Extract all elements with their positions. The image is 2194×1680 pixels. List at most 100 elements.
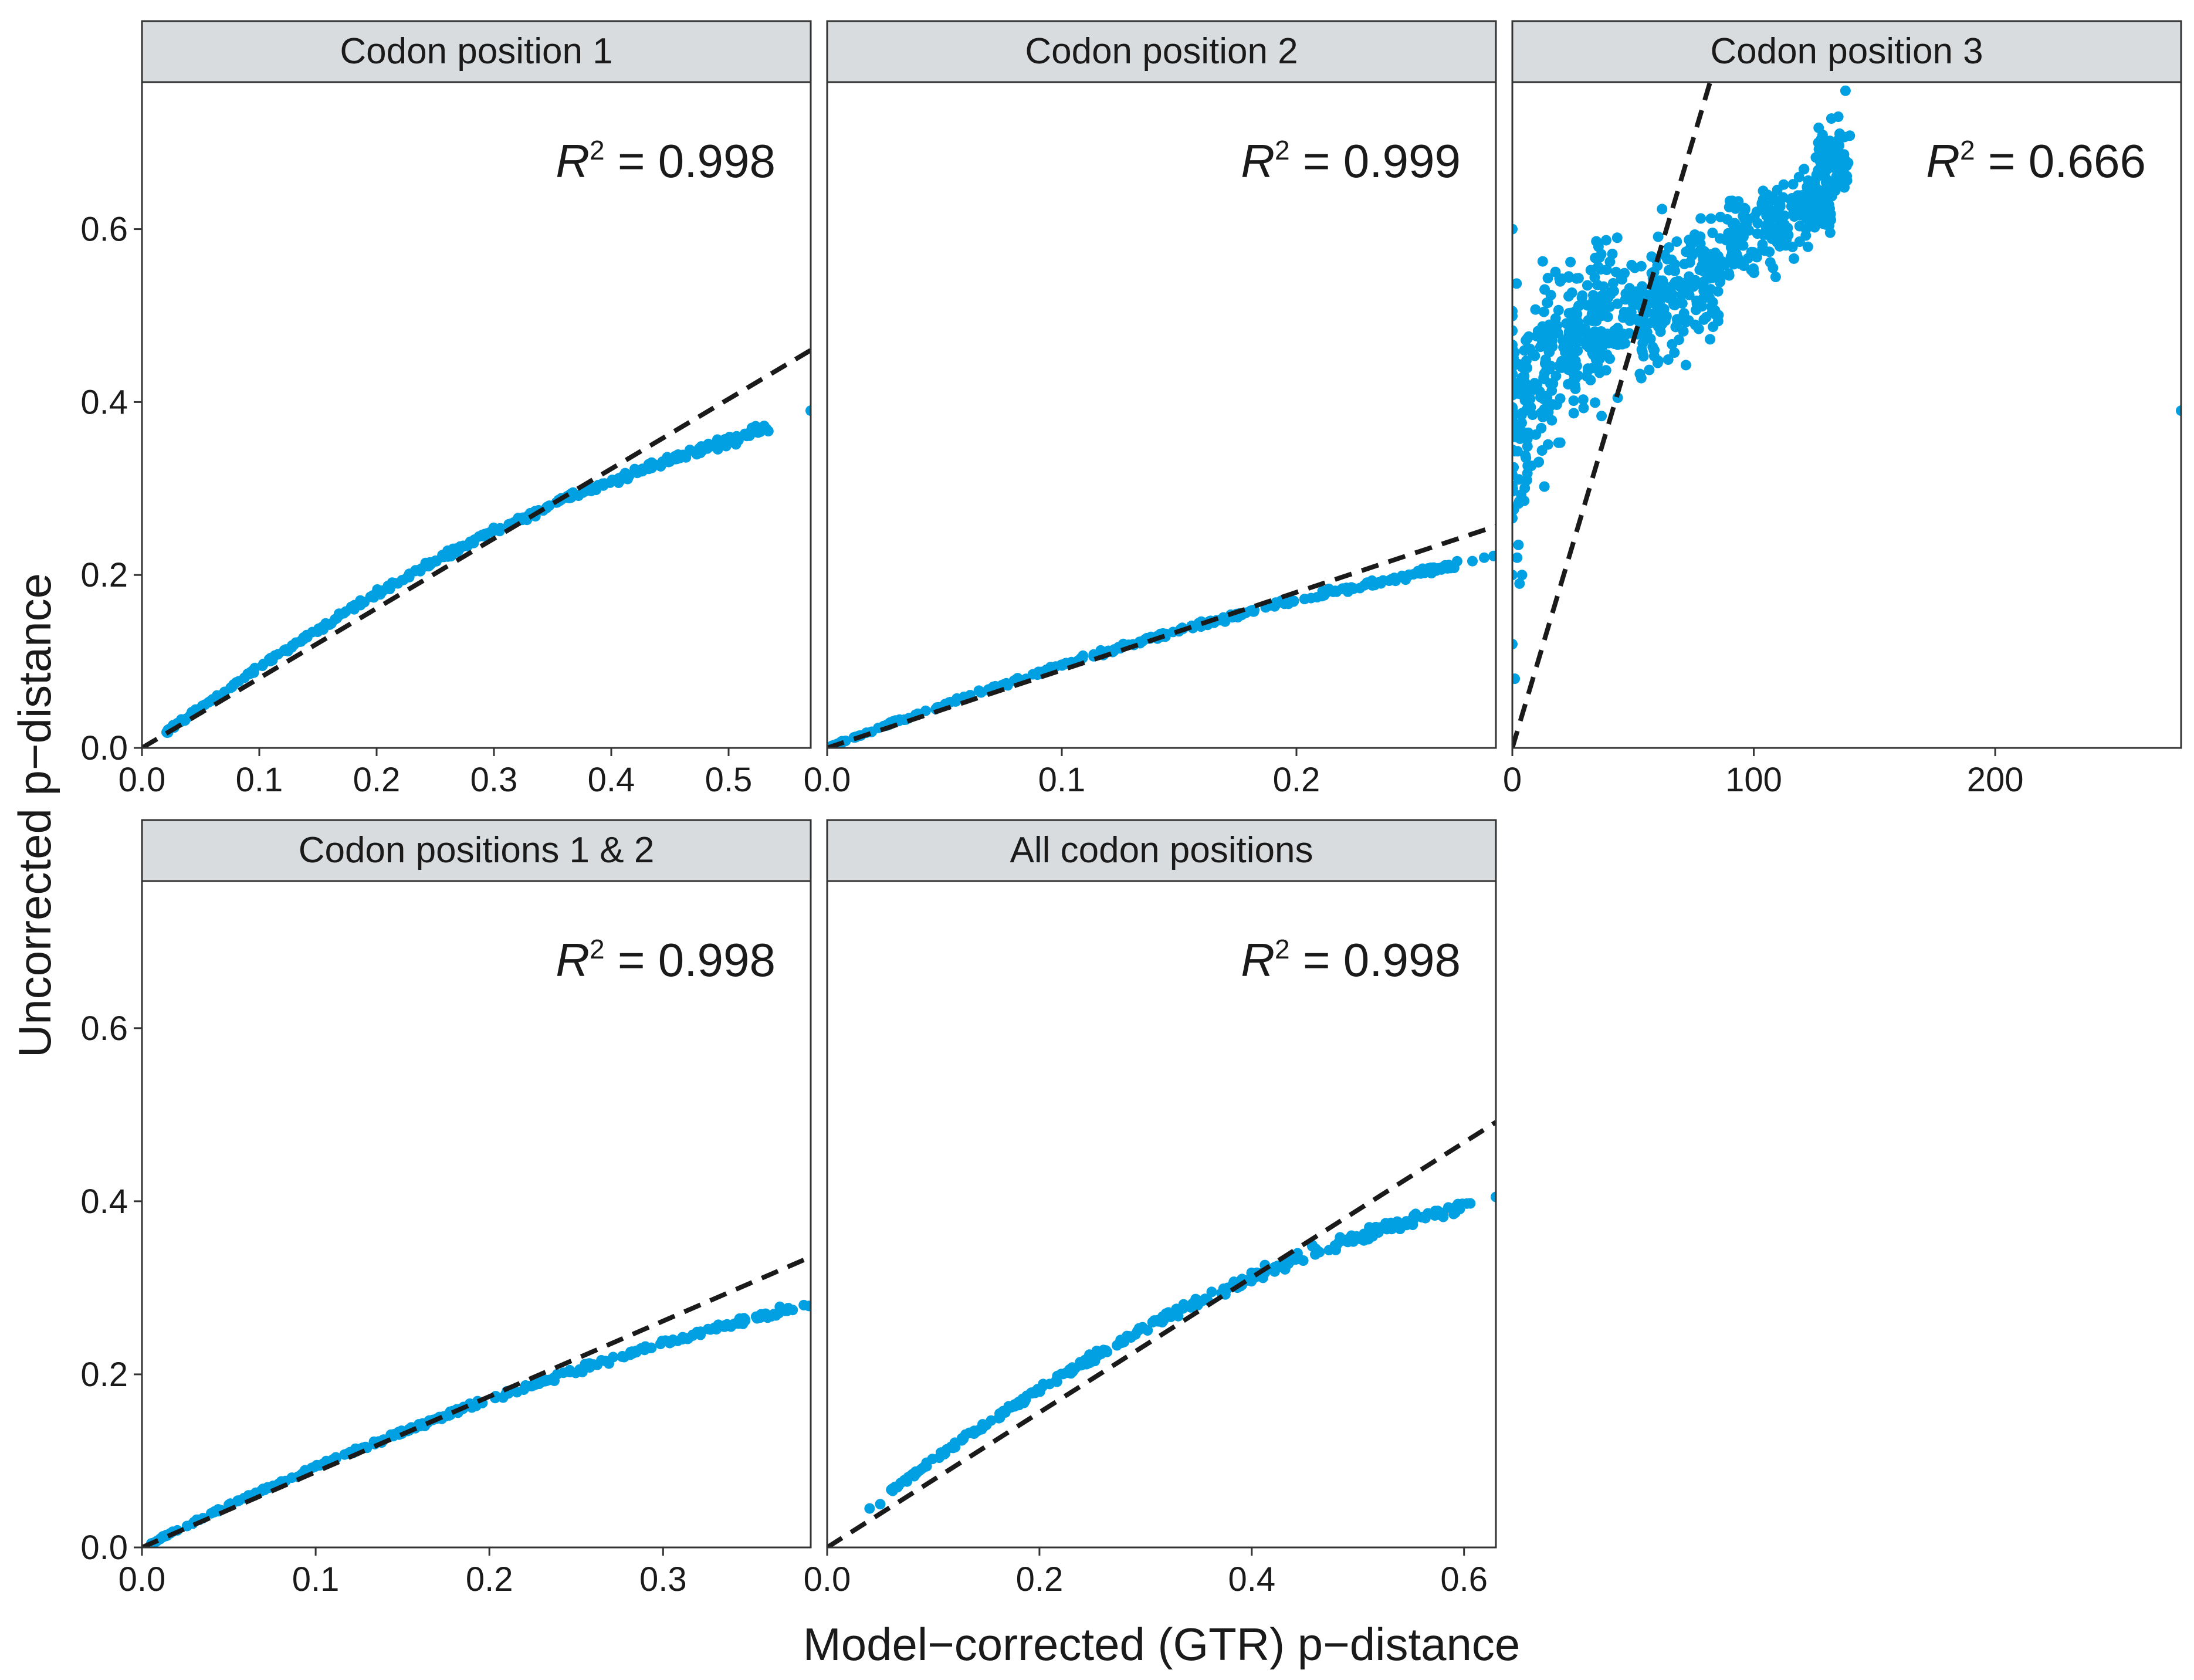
data-point	[1768, 262, 1779, 273]
x-tick-label: 0.1	[236, 761, 283, 799]
data-point	[1522, 460, 1533, 471]
data-point	[1671, 314, 1682, 325]
data-point	[1829, 138, 1840, 150]
data-point	[1553, 304, 1564, 316]
data-point	[1512, 376, 1518, 387]
r2-symbol: R	[1241, 934, 1275, 986]
x-tick-label: 0.4	[1228, 1560, 1275, 1598]
data-point	[1512, 480, 1518, 492]
panel-title: Codon position 1	[340, 31, 612, 72]
data-point	[1705, 269, 1716, 280]
panel-border	[826, 81, 1497, 749]
data-point	[920, 705, 931, 716]
data-point	[730, 439, 742, 450]
data-point	[1632, 314, 1643, 326]
data-point	[1581, 371, 1592, 382]
data-point	[439, 551, 450, 562]
data-point	[1535, 341, 1546, 353]
data-point	[1653, 319, 1664, 329]
data-point	[1536, 445, 1548, 456]
r2-superscript: 2	[590, 934, 605, 964]
data-point	[1794, 236, 1805, 247]
data-point	[1516, 372, 1528, 383]
data-point	[333, 610, 344, 621]
x-tick-label: 0.3	[470, 761, 518, 799]
data-point	[1386, 1217, 1396, 1228]
data-point	[1512, 444, 1518, 455]
data-point	[209, 1506, 220, 1517]
data-point	[1684, 271, 1695, 282]
data-point	[1697, 293, 1708, 304]
panel-title: Codon position 2	[1025, 31, 1298, 72]
x-tick-label: 0.2	[466, 1560, 513, 1598]
data-point	[1523, 382, 1534, 394]
data-point	[981, 1420, 992, 1431]
data-point	[1512, 353, 1519, 364]
data-point	[1521, 335, 1532, 346]
x-tick-label: 0.0	[804, 761, 851, 799]
data-point	[1596, 326, 1607, 337]
data-point	[1533, 456, 1545, 468]
x-tick-label: 0.1	[292, 1560, 340, 1598]
data-point	[469, 534, 480, 545]
data-point	[1701, 311, 1712, 323]
y-tick-label: 0.2	[80, 1356, 128, 1394]
data-point	[1565, 256, 1576, 267]
data-point	[1539, 284, 1550, 295]
data-point	[480, 530, 491, 541]
data-point	[1730, 198, 1741, 209]
data-point	[619, 468, 631, 479]
data-point	[1512, 570, 1518, 581]
data-point	[1653, 355, 1664, 366]
data-point	[1539, 358, 1550, 369]
data-point	[1695, 213, 1707, 224]
data-point	[629, 466, 641, 477]
data-point	[1084, 1349, 1095, 1360]
data-point	[1623, 313, 1634, 324]
data-point	[258, 1483, 269, 1495]
data-point	[1512, 306, 1518, 317]
data-point	[1512, 345, 1518, 356]
data-point	[662, 452, 673, 463]
r2-superscript: 2	[1960, 135, 1975, 165]
data-point	[1605, 289, 1616, 300]
data-point	[1633, 296, 1644, 307]
data-point	[1818, 155, 1829, 167]
data-point	[1109, 644, 1120, 655]
data-point	[1840, 85, 1851, 96]
data-point	[1536, 422, 1547, 433]
panel-3: Codon position 3 R2 = 0.666 0 100 200	[1503, 20, 2182, 799]
data-point	[1678, 326, 1689, 337]
data-point	[1688, 236, 1699, 247]
data-point	[1523, 401, 1533, 412]
data-point	[1521, 452, 1532, 463]
data-point	[1785, 194, 1796, 205]
data-point	[1748, 263, 1759, 274]
x-tick-label: 0.0	[118, 761, 166, 799]
data-point	[1573, 370, 1583, 381]
data-point	[1724, 268, 1735, 279]
data-point	[1705, 334, 1716, 345]
data-point	[1671, 236, 1682, 247]
r2-superscript: 2	[590, 135, 605, 165]
data-point	[1715, 211, 1726, 222]
data-point	[1177, 1303, 1189, 1314]
data-point	[1157, 1313, 1169, 1324]
strip-background	[826, 819, 1497, 882]
data-point	[1540, 391, 1551, 402]
data-point	[1578, 402, 1589, 414]
data-point	[1546, 415, 1558, 426]
panel-border	[826, 880, 1497, 1549]
data-point	[1678, 308, 1689, 319]
data-point	[600, 1356, 611, 1367]
data-point	[1766, 223, 1777, 234]
data-point	[592, 480, 604, 490]
data-point	[1638, 323, 1650, 334]
data-point	[739, 428, 750, 439]
data-point	[1596, 290, 1607, 301]
data-point	[1018, 1394, 1029, 1405]
data-point	[1607, 277, 1619, 289]
data-point	[1600, 365, 1611, 376]
r2-value: = 0.998	[1290, 934, 1461, 986]
panel-1: Codon position 1 R2 = 0.998 0.0 0.1 0.2 0.3 0.…	[80, 20, 812, 799]
